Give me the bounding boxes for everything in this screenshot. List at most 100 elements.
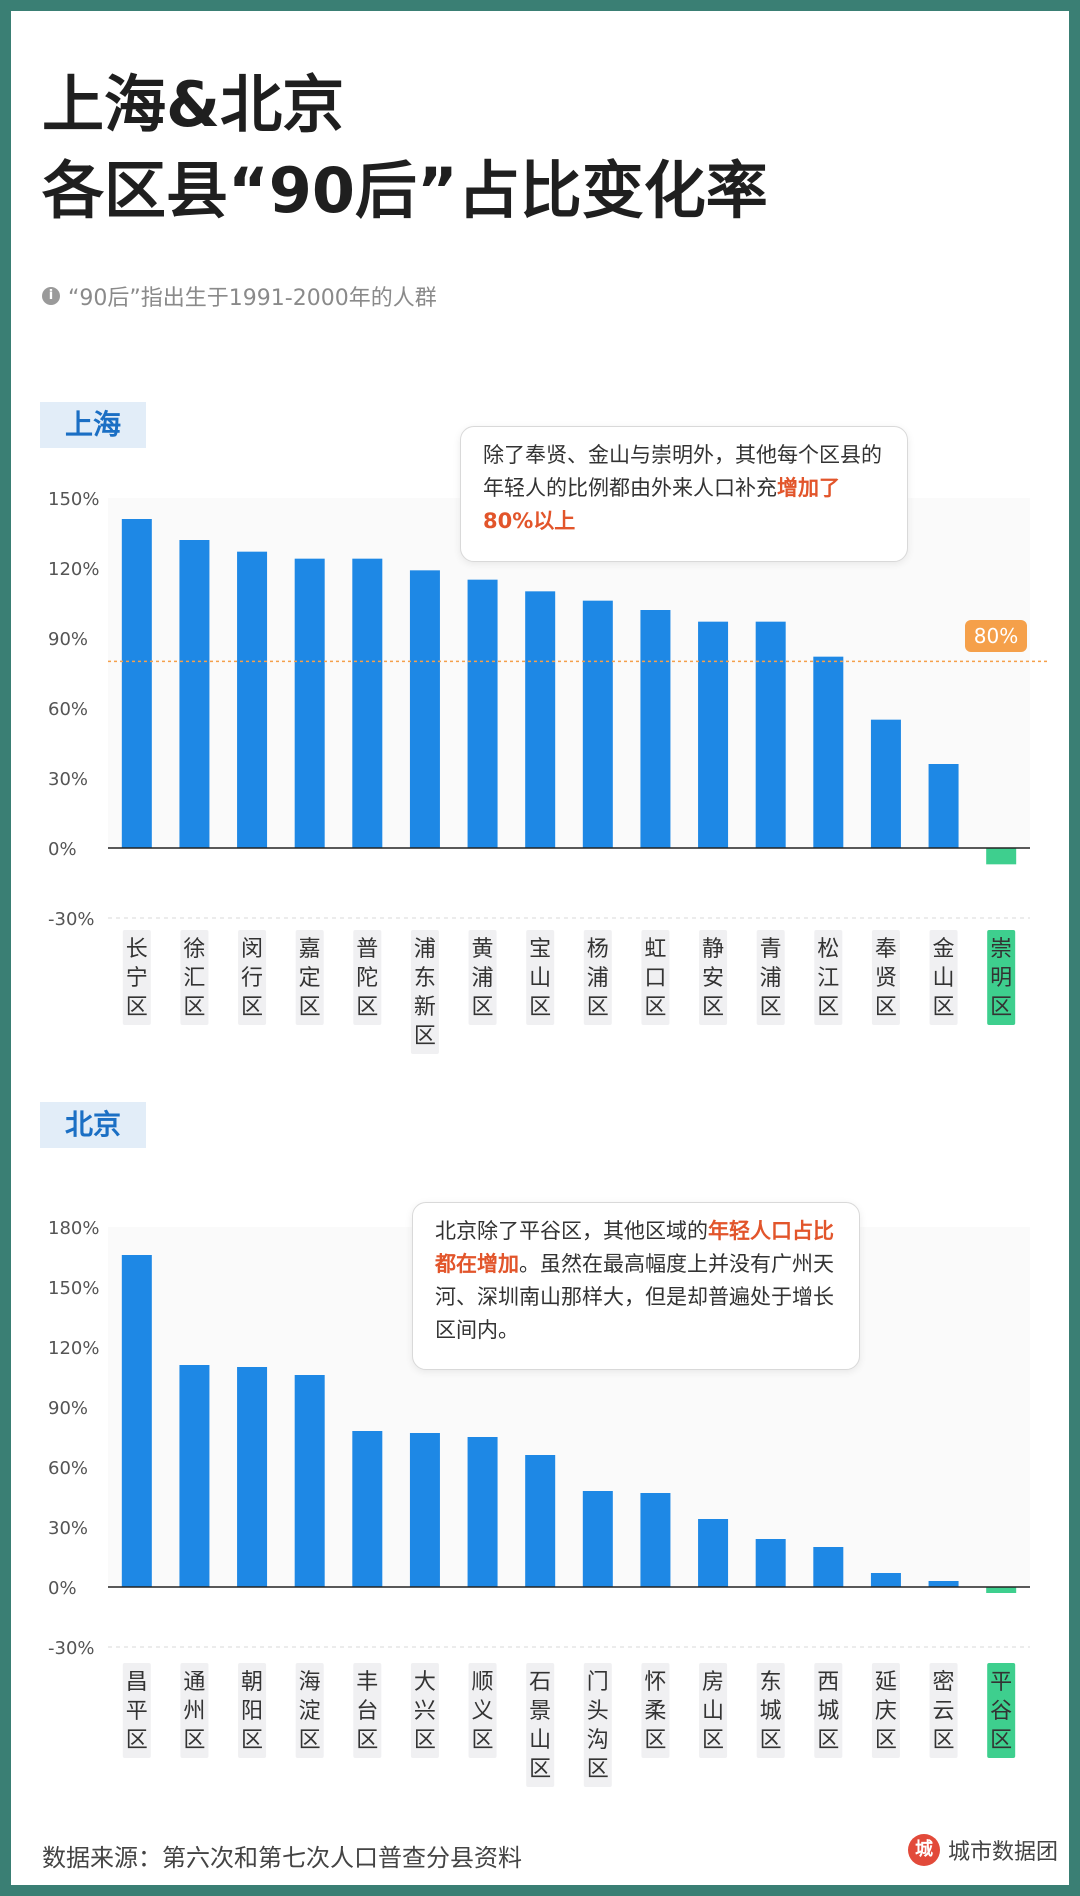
category-label-bg [180, 1663, 209, 1758]
category-label-bg [756, 930, 785, 1025]
category-label-bg [699, 930, 728, 1025]
shanghai-callout-text: 除了奉贤、金山与崇明外，其他每个区县的年轻人的比例都由外来人口补充 [483, 443, 882, 500]
beijing-callout-highlight: 年轻人口占比都在增加 [435, 1219, 834, 1276]
y-tick-label: 150% [48, 1278, 99, 1299]
category-label-bg [122, 930, 151, 1025]
bar [640, 610, 671, 848]
bar [813, 656, 844, 848]
reference-badge: 80% [965, 620, 1027, 652]
category-label: 嘉定区 [299, 937, 321, 1020]
category-label: 浦东新区 [414, 937, 436, 1049]
category-label-bg [929, 930, 958, 1025]
category-label-bg [238, 930, 267, 1025]
bar [179, 1365, 210, 1587]
category-label: 奉贤区 [875, 937, 897, 1020]
category-label-bg [814, 930, 843, 1025]
category-label: 闵行区 [241, 937, 263, 1020]
y-tick-label: 60% [48, 699, 88, 720]
beijing-tag: 北京 [40, 1102, 146, 1148]
category-label: 顺义区 [472, 1670, 494, 1753]
y-tick-label: 0% [48, 839, 77, 860]
bar [294, 1375, 325, 1587]
shanghai-callout-highlight: 增加了80%以上 [483, 476, 840, 533]
bar [928, 1581, 959, 1587]
category-label: 徐汇区 [183, 937, 205, 1020]
category-label: 崇明区 [990, 937, 1012, 1020]
bar [525, 591, 556, 848]
y-tick-label: 30% [48, 1518, 88, 1539]
brand-name: 城市数据团 [947, 1840, 1058, 1865]
y-tick-label: -30% [48, 909, 95, 930]
bar [755, 1539, 786, 1587]
beijing-callout-text: 北京除了平谷区，其他区域的 [435, 1219, 708, 1243]
category-label-bg [756, 1663, 785, 1758]
category-label: 海淀区 [299, 1670, 321, 1753]
beijing-callout: 北京除了平谷区，其他区域的年轻人口占比都在增加。虽然在最高幅度上并没有广州天河、… [412, 1202, 860, 1370]
note-text: “90后”指出生于1991-2000年的人群 [68, 286, 437, 311]
bar [870, 1573, 901, 1587]
brand-logo: 城 城市数据团 [907, 1834, 1058, 1866]
category-label-bg [583, 1663, 612, 1787]
title-line-1: 上海&北京 [42, 68, 345, 141]
bar [813, 1547, 844, 1587]
y-tick-label: 60% [48, 1458, 88, 1479]
category-label: 虹口区 [644, 937, 666, 1020]
y-tick-label: 90% [48, 1398, 88, 1419]
category-label: 东城区 [760, 1670, 782, 1753]
category-label: 门头沟区 [587, 1670, 609, 1782]
bar [582, 1491, 613, 1587]
category-label-bg [295, 930, 324, 1025]
y-tick-label: -30% [48, 1638, 95, 1659]
category-label: 怀柔区 [644, 1670, 666, 1753]
data-source: 数据来源：第六次和第七次人口普查分县资料 [42, 1844, 522, 1872]
bar [870, 719, 901, 848]
bar [582, 600, 613, 848]
bar [640, 1493, 671, 1587]
category-label: 房山区 [702, 1670, 724, 1753]
shanghai-callout: 除了奉贤、金山与崇明外，其他每个区县的年轻人的比例都由外来人口补充增加了80%以… [460, 426, 908, 562]
bar [928, 764, 959, 848]
category-label-bg [122, 1663, 151, 1758]
bar [409, 1433, 440, 1587]
category-label-bg [295, 1663, 324, 1758]
category-label-bg [871, 930, 900, 1025]
shanghai-tag: 上海 [40, 402, 146, 448]
category-label-bg [410, 1663, 439, 1758]
category-label: 昌平区 [126, 1670, 148, 1753]
bar [237, 1367, 268, 1587]
bar [352, 558, 383, 848]
category-label-bg [526, 1663, 555, 1787]
category-label: 杨浦区 [587, 937, 609, 1020]
y-tick-label: 120% [48, 1338, 99, 1359]
category-label: 大兴区 [414, 1670, 436, 1753]
category-label: 石景山区 [529, 1670, 551, 1782]
category-label-bg [468, 1663, 497, 1758]
category-label: 西城区 [817, 1670, 839, 1753]
category-label: 宝山区 [529, 937, 551, 1020]
bar [698, 621, 729, 848]
bar [179, 540, 210, 848]
definition-note: i “90后”指出生于1991-2000年的人群 [42, 280, 437, 312]
category-label-bg [699, 1663, 728, 1758]
bar [525, 1455, 556, 1587]
category-label-bg [583, 930, 612, 1025]
category-label: 密云区 [933, 1670, 955, 1753]
page-title: 上海&北京 各区县“90后”占比变化率 [42, 62, 768, 234]
info-icon: i [42, 287, 60, 305]
bar [409, 570, 440, 848]
y-tick-label: 120% [48, 559, 99, 580]
y-tick-label: 0% [48, 1578, 77, 1599]
bar [294, 558, 325, 848]
category-label: 长宁区 [126, 937, 148, 1020]
category-label-bg [468, 930, 497, 1025]
category-label: 黄浦区 [472, 937, 494, 1020]
title-line-2: 各区县“90后”占比变化率 [42, 154, 768, 227]
category-label-bg [871, 1663, 900, 1758]
y-tick-label: 180% [48, 1218, 99, 1239]
bar [121, 1255, 152, 1587]
bar [467, 1437, 498, 1587]
category-label: 静安区 [702, 937, 724, 1020]
category-label-bg [353, 1663, 382, 1758]
category-label-bg [814, 1663, 843, 1758]
